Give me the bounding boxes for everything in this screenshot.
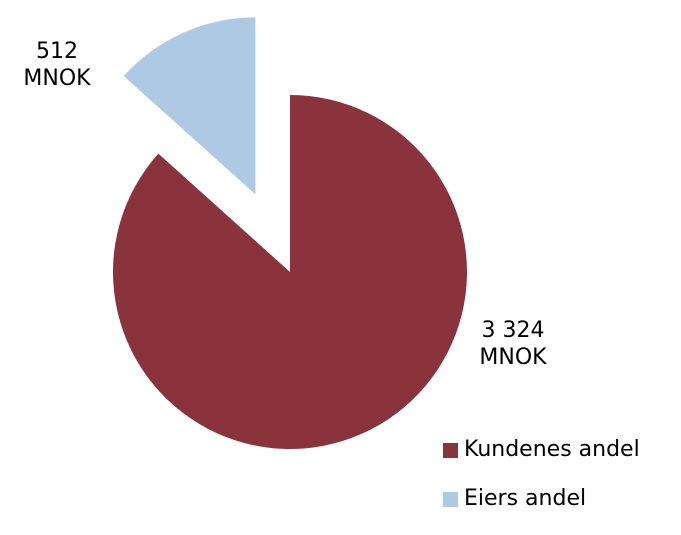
data-label-kunde-unit: MNOK bbox=[479, 345, 547, 370]
legend-swatch-eiers-andel bbox=[443, 491, 458, 507]
data-label-eiers-andel: 512 MNOK bbox=[22, 38, 92, 92]
chart-legend: Kundenes andel Eiers andel bbox=[443, 437, 640, 535]
legend-item-kundenes-andel: Kundenes andel bbox=[443, 437, 640, 463]
legend-item-eiers-andel: Eiers andel bbox=[443, 486, 640, 512]
legend-swatch-kundenes-andel bbox=[443, 442, 458, 458]
pie-slice-kundenes-andel bbox=[113, 95, 467, 450]
data-label-kunde-value: 3 324 bbox=[481, 318, 545, 343]
legend-label-kundenes-andel: Kundenes andel bbox=[464, 437, 640, 462]
data-label-kundenes-andel: 3 324 MNOK bbox=[472, 317, 554, 371]
pie-chart: 512 MNOK 3 324 MNOK Kundenes andel Eiers… bbox=[22, 17, 640, 511]
data-label-eiers-unit: MNOK bbox=[23, 66, 91, 91]
legend-label-eiers-andel: Eiers andel bbox=[464, 486, 587, 511]
data-label-eiers-value: 512 bbox=[36, 39, 78, 64]
pie-chart-plot bbox=[113, 17, 467, 450]
pie-slice-eiers-andel bbox=[123, 17, 256, 195]
